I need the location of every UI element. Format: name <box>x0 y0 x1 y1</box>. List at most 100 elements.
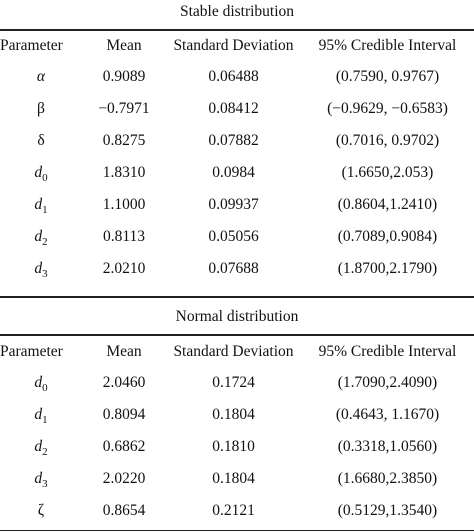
credible-interval-cell: (0.8604,1.2410) <box>337 196 438 213</box>
standard-deviation-cell: 0.1804 <box>212 470 255 487</box>
mean-cell: 0.6862 <box>102 438 146 455</box>
parameter-name: d <box>34 374 43 391</box>
parameter-cell: d0 <box>0 157 82 189</box>
header-mean: Mean <box>106 343 142 360</box>
stable-distribution-caption: Stable distribution <box>179 3 295 20</box>
parameter-name: d <box>34 164 43 181</box>
standard-deviation-cell: 0.07688 <box>208 260 259 277</box>
parameter-cell: ζ <box>0 495 82 527</box>
parameter-symbol: d1 <box>34 196 48 216</box>
mean-cell: 0.8094 <box>102 406 146 423</box>
standard-deviation-cell: 0.07882 <box>208 132 259 149</box>
table-row: d0 1.8310 0.0984 (1.6650,2.053) <box>0 157 474 189</box>
normal-header-row: Parameter Mean Standard Deviation 95% Cr… <box>0 337 474 367</box>
parameter-subscript: 0 <box>42 382 48 394</box>
mean-cell: 1.8310 <box>102 164 146 181</box>
standard-deviation-cell: 0.2121 <box>212 502 255 519</box>
parameter-symbol: d0 <box>34 374 48 394</box>
stable-table-body: α 0.9089 0.06488 (0.7590, 0.9767) β −0.7971 0.… <box>0 61 474 285</box>
credible-interval-cell: (0.5129,1.3540) <box>337 502 438 519</box>
parameter-symbol: ζ <box>38 502 44 519</box>
parameter-name: d <box>34 470 43 487</box>
parameter-cell: d3 <box>0 463 82 495</box>
standard-deviation-cell: 0.05056 <box>208 228 259 245</box>
mean-cell: 0.9089 <box>102 68 146 85</box>
parameter-name: δ <box>37 132 45 149</box>
credible-interval-cell: (0.3318,1.0560) <box>337 438 438 455</box>
header-credible-interval: 95% Credible Interval <box>318 37 457 54</box>
table-row: δ 0.8275 0.07882 (0.7016, 0.9702) <box>0 125 474 157</box>
header-parameter: Parameter <box>0 343 63 360</box>
table-row: α 0.9089 0.06488 (0.7590, 0.9767) <box>0 61 474 93</box>
parameter-cell: d0 <box>0 367 82 399</box>
normal-top-rule <box>0 296 474 298</box>
parameter-subscript: 0 <box>42 172 48 184</box>
parameter-symbol: α <box>37 68 45 85</box>
credible-interval-cell: (1.8700,2.1790) <box>337 260 438 277</box>
header-parameter: Parameter <box>0 37 63 54</box>
parameter-name: d <box>34 228 43 245</box>
parameter-symbol: d1 <box>34 406 48 426</box>
table-row: ζ 0.8654 0.2121 (0.5129,1.3540) <box>0 495 474 527</box>
parameter-name: α <box>36 68 46 85</box>
header-credible-interval: 95% Credible Interval <box>318 343 457 360</box>
credible-interval-cell: (0.7590, 0.9767) <box>335 68 440 85</box>
parameter-name: d <box>34 438 43 455</box>
parameter-subscript: 3 <box>42 478 48 490</box>
parameter-subscript: 2 <box>42 236 48 248</box>
parameter-subscript: 1 <box>42 414 48 426</box>
table-row: d1 0.8094 0.1804 (0.4643, 1.1670) <box>0 399 474 431</box>
standard-deviation-cell: 0.0984 <box>212 164 255 181</box>
standard-deviation-cell: 0.1810 <box>212 438 255 455</box>
parameter-cell: d2 <box>0 221 82 253</box>
parameter-subscript: 2 <box>42 446 48 458</box>
parameter-name: β <box>37 100 45 117</box>
parameter-symbol: d3 <box>34 260 47 280</box>
standard-deviation-cell: 0.1804 <box>212 406 255 423</box>
stable-header-row: Parameter Mean Standard Deviation 95% Cr… <box>0 31 474 61</box>
normal-header-rule <box>0 334 474 336</box>
parameter-cell: d3 <box>0 253 82 285</box>
bottom-rule <box>0 530 474 531</box>
parameter-cell: α <box>0 61 82 93</box>
parameter-symbol: d3 <box>34 470 48 490</box>
normal-table-body: d0 2.0460 0.1724 (1.7090,2.4090) d1 0.8094 0.1… <box>0 367 474 527</box>
table-row: d3 2.0220 0.1804 (1.6680,2.3850) <box>0 463 474 495</box>
parameter-symbol: d2 <box>34 228 48 248</box>
parameter-name: d <box>34 406 43 423</box>
mean-cell: −0.7971 <box>98 100 150 117</box>
credible-interval-cell: (1.6680,2.3850) <box>337 470 438 487</box>
credible-interval-cell: (1.7090,2.4090) <box>337 374 438 391</box>
mean-cell: 2.0220 <box>102 470 146 487</box>
table-row: β −0.7971 0.08412 (−0.9629, −0.6583) <box>0 93 474 125</box>
standard-deviation-cell: 0.06488 <box>208 68 259 85</box>
parameter-cell: δ <box>0 125 82 157</box>
table-row: d1 1.1000 0.09937 (0.8604,1.2410) <box>0 189 474 221</box>
normal-distribution-table: Parameter Mean Standard Deviation 95% Cr… <box>0 337 474 527</box>
parameter-symbol: δ <box>37 132 44 149</box>
mean-cell: 0.8113 <box>102 228 146 245</box>
parameter-name: d <box>34 196 43 213</box>
parameter-symbol: d0 <box>34 164 48 184</box>
credible-interval-cell: (0.7089,0.9084) <box>337 228 438 245</box>
header-mean: Mean <box>106 37 142 54</box>
credible-interval-cell: (−0.9629, −0.6583) <box>327 100 448 117</box>
mean-cell: 2.0210 <box>102 260 146 277</box>
table-row: d0 2.0460 0.1724 (1.7090,2.4090) <box>0 367 474 399</box>
header-standard-deviation: Standard Deviation <box>173 343 294 360</box>
parameter-cell: β <box>0 93 82 125</box>
mean-cell: 0.8654 <box>102 502 146 519</box>
mean-cell: 2.0460 <box>102 374 146 391</box>
header-standard-deviation: Standard Deviation <box>173 37 294 54</box>
mean-cell: 1.1000 <box>102 196 146 213</box>
parameter-name: d <box>34 260 43 277</box>
credible-interval-cell: (0.7016, 0.9702) <box>335 132 440 149</box>
parameter-subscript: 1 <box>42 204 48 216</box>
credible-interval-cell: (0.4643, 1.1670) <box>335 406 440 423</box>
parameter-cell: d1 <box>0 189 82 221</box>
stable-top-rule <box>0 29 474 31</box>
standard-deviation-cell: 0.09937 <box>208 196 259 213</box>
stable-distribution-table: Parameter Mean Standard Deviation 95% Cr… <box>0 31 474 285</box>
standard-deviation-cell: 0.08412 <box>208 100 259 117</box>
